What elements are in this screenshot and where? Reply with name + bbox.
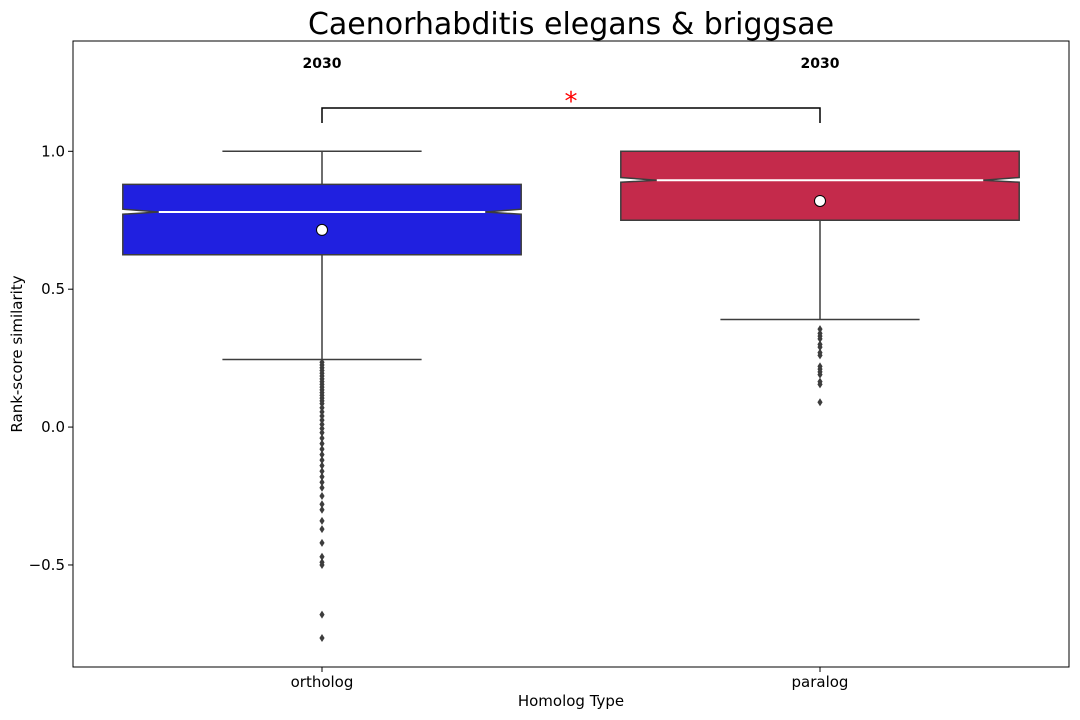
count-label: 2030 [303,56,342,72]
outlier-point [319,505,325,514]
outlier-point [319,424,325,433]
outlier-point [319,456,325,465]
outlier-point [319,420,325,429]
y-tick-label: 0.5 [41,280,65,298]
outlier-point [319,500,325,509]
x-axis-label: Homolog Type [518,692,624,710]
chart-title: Caenorhabditis elegans & briggsae [308,7,834,42]
y-tick-label: 1.0 [41,142,65,160]
plot-area: −0.5 0.0 0.5 1.0 ortholog paralog 2030 2030 * [29,56,1020,691]
outlier-point [319,472,325,481]
x-tick-label: paralog [792,673,849,691]
outlier-point [319,461,325,470]
outlier-point [319,450,325,459]
count-label: 2030 [801,56,840,72]
outlier-point [319,399,325,408]
outlier-point [817,343,823,352]
box-paralog [620,150,1020,222]
outlier-point [319,434,325,443]
outlier-point [319,403,325,412]
mean-marker [814,194,826,207]
outlier-point [817,334,823,343]
y-tick-label: −0.5 [29,556,65,574]
outlier-point [319,467,325,476]
plot-frame [72,40,1070,668]
outlier-point [319,478,325,487]
box-ortholog [122,183,522,256]
significance-bracket [321,107,821,123]
y-axis-label: Rank-score similarity [8,275,26,432]
outlier-point [319,492,325,501]
y-tick-label: 0.0 [41,418,65,436]
significance-star: * [565,87,578,117]
outlier-point [319,634,325,643]
outlier-point [319,412,325,421]
outlier-point [817,351,823,360]
outlier-point [319,439,325,448]
outlier-point [319,516,325,525]
outlier-point [319,538,325,547]
outlier-point [319,483,325,492]
outlier-point [319,407,325,416]
outlier-point [817,325,823,334]
outlier-point [319,445,325,454]
outlier-point [319,610,325,619]
outlier-point [319,560,325,569]
outlier-point [319,552,325,561]
outlier-point [319,428,325,437]
outlier-point [817,380,823,389]
mean-marker [316,223,328,236]
outlier-point [817,398,823,407]
x-tick-label: ortholog [291,673,354,691]
outlier-point [817,370,823,379]
outlier-point [319,416,325,425]
outlier-point [319,525,325,534]
